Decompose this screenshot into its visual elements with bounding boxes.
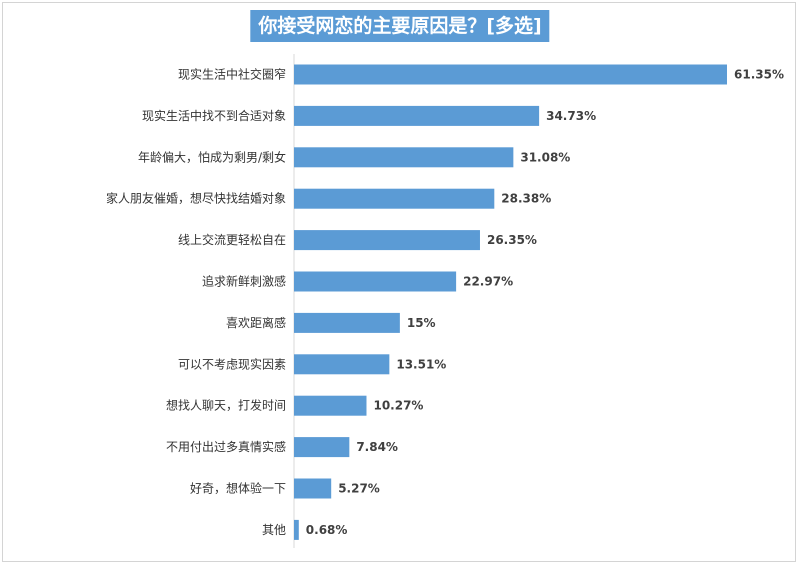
category-label: 好奇，想体验一下 (190, 481, 286, 496)
value-label: 15% (407, 316, 436, 330)
bar (294, 230, 480, 251)
bar (294, 395, 367, 416)
bar (294, 519, 299, 540)
value-label: 22.97% (463, 275, 513, 289)
bar (294, 105, 540, 126)
category-label: 年龄偏大，怕成为剩男/剩女 (138, 149, 286, 164)
bar (294, 354, 390, 375)
value-label: 34.73% (546, 109, 596, 123)
value-label: 5.27% (338, 482, 380, 496)
category-label: 喜欢距离感 (226, 315, 286, 330)
value-label: 31.08% (520, 150, 570, 164)
bar (294, 188, 495, 209)
bar (294, 437, 350, 458)
category-label: 现实生活中社交圈窄 (178, 67, 286, 82)
value-label: 7.84% (356, 440, 398, 454)
category-label: 可以不考虑现实因素 (178, 356, 286, 371)
value-label: 26.35% (487, 233, 537, 247)
category-label: 线上交流更轻松自在 (178, 232, 286, 247)
value-label: 28.38% (501, 192, 551, 206)
category-label: 不用付出过多真情实感 (166, 439, 286, 454)
bar (294, 478, 332, 499)
category-label: 其他 (262, 523, 286, 537)
category-label: 追求新鲜刺激感 (202, 274, 286, 289)
bar (294, 312, 400, 333)
chart-title: 你接受网恋的主要原因是？[多选] (250, 10, 550, 42)
bar (294, 271, 457, 292)
category-label: 想找人聊天，打发时间 (166, 398, 286, 413)
value-label: 0.68% (306, 523, 348, 537)
bar (294, 147, 514, 168)
bar (294, 64, 727, 85)
category-label: 现实生活中找不到合适对象 (142, 108, 286, 123)
value-label: 61.35% (734, 68, 784, 82)
value-label: 13.51% (396, 357, 446, 371)
category-label: 家人朋友催婚，想尽快找结婚对象 (106, 191, 286, 206)
value-label: 10.27% (373, 399, 423, 413)
